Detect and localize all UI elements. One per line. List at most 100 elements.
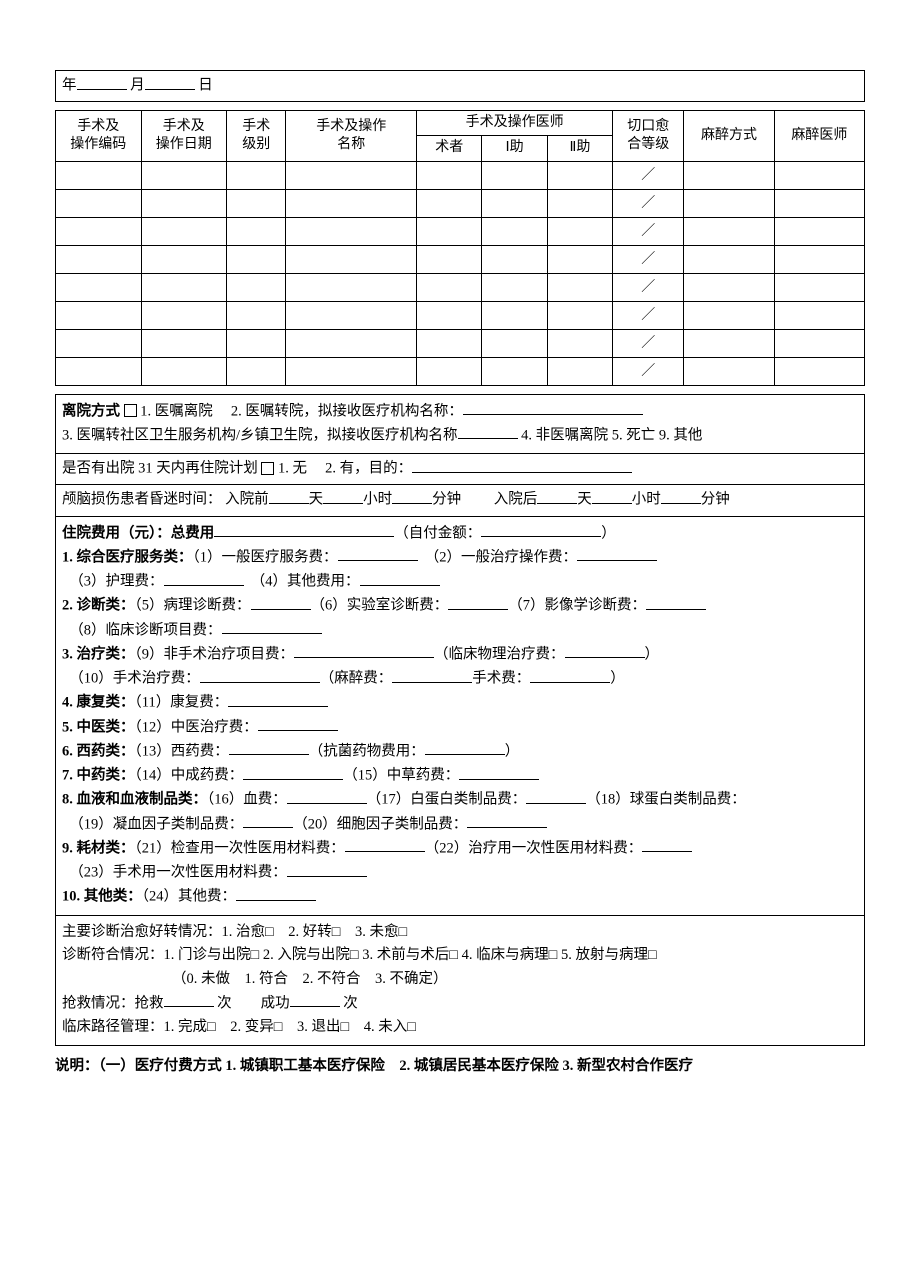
- table-cell[interactable]: [684, 217, 774, 245]
- fee-19-blank[interactable]: [243, 814, 293, 829]
- table-cell[interactable]: [774, 189, 864, 217]
- fee-1-blank[interactable]: [338, 547, 418, 562]
- table-cell[interactable]: [774, 273, 864, 301]
- table-cell[interactable]: [56, 301, 142, 329]
- table-cell[interactable]: [56, 329, 142, 357]
- discharge-org1-blank[interactable]: [463, 401, 643, 416]
- table-cell[interactable]: [417, 273, 482, 301]
- table-cell[interactable]: [774, 329, 864, 357]
- fee-total-blank[interactable]: [214, 523, 394, 538]
- table-cell[interactable]: [141, 273, 227, 301]
- table-cell[interactable]: [417, 357, 482, 385]
- table-cell[interactable]: ／: [613, 217, 684, 245]
- table-cell[interactable]: ／: [613, 301, 684, 329]
- table-cell[interactable]: [482, 245, 547, 273]
- table-cell[interactable]: [141, 301, 227, 329]
- table-cell[interactable]: [227, 273, 286, 301]
- coma-post-d[interactable]: [537, 489, 577, 504]
- fee-23-blank[interactable]: [287, 862, 367, 877]
- table-cell[interactable]: [141, 161, 227, 189]
- readmit-purpose-blank[interactable]: [412, 458, 632, 473]
- table-cell[interactable]: [141, 357, 227, 385]
- table-cell[interactable]: [227, 189, 286, 217]
- fee-20-blank[interactable]: [467, 814, 547, 829]
- table-cell[interactable]: [417, 329, 482, 357]
- fee-11-blank[interactable]: [228, 692, 328, 707]
- table-cell[interactable]: [482, 161, 547, 189]
- table-cell[interactable]: [141, 245, 227, 273]
- table-cell[interactable]: [227, 161, 286, 189]
- coma-post-m[interactable]: [661, 489, 701, 504]
- table-cell[interactable]: [286, 161, 417, 189]
- table-cell[interactable]: [482, 189, 547, 217]
- table-cell[interactable]: [774, 217, 864, 245]
- table-cell[interactable]: [56, 357, 142, 385]
- fee-24-blank[interactable]: [236, 886, 316, 901]
- readmit-checkbox[interactable]: [261, 462, 274, 475]
- table-cell[interactable]: [684, 357, 774, 385]
- table-cell[interactable]: ／: [613, 189, 684, 217]
- table-cell[interactable]: [684, 189, 774, 217]
- table-cell[interactable]: ／: [613, 273, 684, 301]
- table-cell[interactable]: [482, 273, 547, 301]
- table-cell[interactable]: [774, 245, 864, 273]
- fee-7-blank[interactable]: [646, 595, 706, 610]
- table-cell[interactable]: [684, 301, 774, 329]
- fee-17-blank[interactable]: [526, 789, 586, 804]
- table-cell[interactable]: [227, 245, 286, 273]
- table-cell[interactable]: [56, 245, 142, 273]
- table-cell[interactable]: [286, 217, 417, 245]
- table-cell[interactable]: [684, 161, 774, 189]
- table-cell[interactable]: [56, 273, 142, 301]
- fee-5-blank[interactable]: [251, 595, 311, 610]
- month-blank[interactable]: [145, 75, 195, 90]
- fee-phys-blank[interactable]: [565, 644, 645, 659]
- table-cell[interactable]: [227, 329, 286, 357]
- table-cell[interactable]: [547, 301, 612, 329]
- coma-pre-m[interactable]: [392, 489, 432, 504]
- table-cell[interactable]: ／: [613, 329, 684, 357]
- table-cell[interactable]: [684, 329, 774, 357]
- fee-9-blank[interactable]: [294, 644, 434, 659]
- discharge-checkbox[interactable]: [124, 404, 137, 417]
- table-cell[interactable]: [286, 245, 417, 273]
- table-cell[interactable]: [482, 329, 547, 357]
- fee-14-blank[interactable]: [243, 765, 343, 780]
- coma-post-h[interactable]: [592, 489, 632, 504]
- table-cell[interactable]: [774, 161, 864, 189]
- table-cell[interactable]: [417, 301, 482, 329]
- table-cell[interactable]: [141, 189, 227, 217]
- table-cell[interactable]: [547, 329, 612, 357]
- fee-21-blank[interactable]: [345, 838, 425, 853]
- table-cell[interactable]: [684, 245, 774, 273]
- fee-8-blank[interactable]: [222, 620, 322, 635]
- table-cell[interactable]: [547, 273, 612, 301]
- fee-10-blank[interactable]: [200, 668, 320, 683]
- fee-2-blank[interactable]: [577, 547, 657, 562]
- table-cell[interactable]: [286, 301, 417, 329]
- table-cell[interactable]: [547, 245, 612, 273]
- table-cell[interactable]: [286, 273, 417, 301]
- table-cell[interactable]: [547, 217, 612, 245]
- table-cell[interactable]: [286, 329, 417, 357]
- rescue-count-blank[interactable]: [164, 993, 214, 1008]
- table-cell[interactable]: [547, 161, 612, 189]
- table-cell[interactable]: [227, 301, 286, 329]
- fee-anes-blank[interactable]: [392, 668, 472, 683]
- fee-op-blank[interactable]: [530, 668, 610, 683]
- fee-3-blank[interactable]: [164, 571, 244, 586]
- table-cell[interactable]: [684, 273, 774, 301]
- table-cell[interactable]: [227, 217, 286, 245]
- table-cell[interactable]: ／: [613, 161, 684, 189]
- fee-6-blank[interactable]: [448, 595, 508, 610]
- table-cell[interactable]: [547, 189, 612, 217]
- fee-16-blank[interactable]: [287, 789, 367, 804]
- table-cell[interactable]: ／: [613, 245, 684, 273]
- fee-13-blank[interactable]: [229, 741, 309, 756]
- table-cell[interactable]: [56, 217, 142, 245]
- fee-15-blank[interactable]: [459, 765, 539, 780]
- fee-4-blank[interactable]: [360, 571, 440, 586]
- table-cell[interactable]: [141, 217, 227, 245]
- fee-selfpay-blank[interactable]: [481, 523, 601, 538]
- table-cell[interactable]: [482, 217, 547, 245]
